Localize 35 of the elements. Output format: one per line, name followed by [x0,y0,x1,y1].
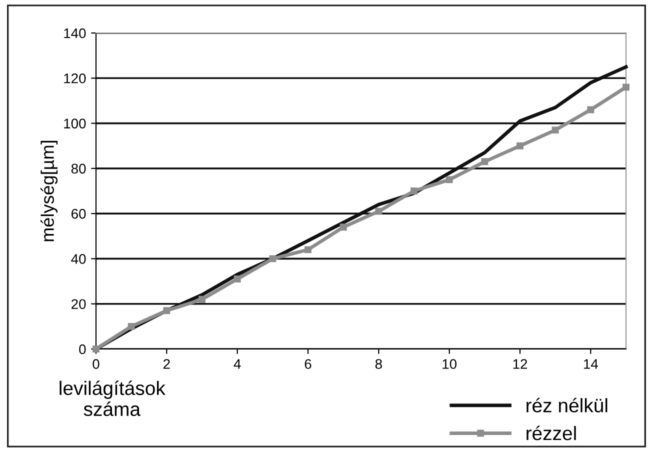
y-tick-label: 140 [64,28,86,38]
point [410,188,418,194]
point [128,322,135,330]
point [163,307,170,314]
y-tick-label: 100 [64,118,86,128]
y-tick-label: 40 [71,254,86,264]
point [552,126,559,134]
point [622,84,630,91]
y-tick-label: 20 [72,299,86,310]
x-tick-label: 8 [375,359,382,369]
point [198,296,206,303]
x-tick-label: 2 [164,359,170,369]
point [340,224,347,231]
point [516,142,524,150]
x-tick-label: 0 [92,359,100,369]
x-tick-label: 4 [234,359,241,369]
point [446,176,453,184]
x-tick-label: 12 [513,359,528,369]
point [234,276,241,282]
y-tick-label: 0 [79,344,86,354]
point [587,106,594,114]
x-axis-title: levilágítások száma [60,380,166,416]
legend-label: réz nélkül [526,398,608,412]
y-tick-label: 120 [64,73,86,84]
x-tick-label: 14 [584,359,598,369]
point [481,158,488,166]
y-axis-title: mélység[µm] [40,140,58,242]
point [375,208,382,215]
y-tick-label: 60 [72,208,86,219]
point [304,246,312,254]
point [269,255,276,262]
legend-label: rézzel [526,426,576,440]
y-tick-label: 80 [71,164,86,174]
x-tick-label: 6 [304,359,312,369]
x-tick-label: 10 [442,359,457,369]
